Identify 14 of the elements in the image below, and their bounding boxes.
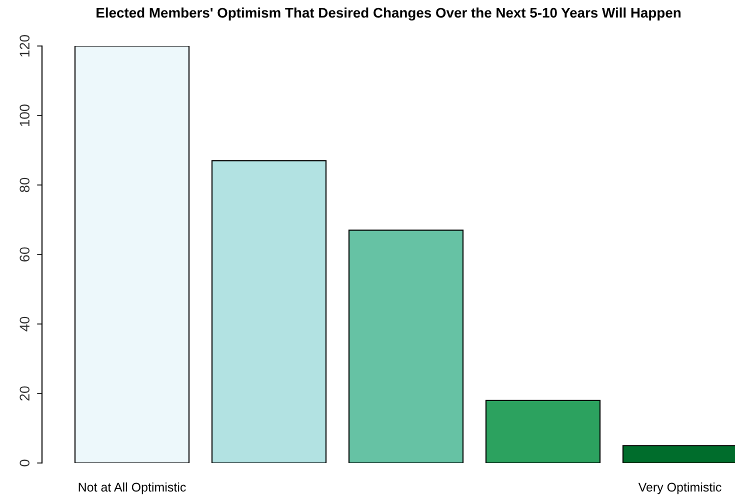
- bar: [348, 230, 464, 463]
- y-tick-label: 120: [20, 34, 30, 57]
- x-tick-label: Not at All Optimistic: [78, 482, 186, 494]
- y-tick-label: 60: [20, 247, 30, 262]
- chart-title: Elected Members' Optimism That Desired Changes Over the Next 5-10 Years Will Happen: [96, 7, 680, 21]
- bar: [485, 400, 601, 463]
- y-tick-label: 80: [20, 178, 30, 192]
- bar: [74, 46, 190, 463]
- y-tick-label: 20: [20, 386, 30, 401]
- y-tick-label: 100: [20, 104, 30, 126]
- bar: [211, 160, 327, 463]
- y-tick-label: 40: [20, 316, 30, 332]
- x-tick-label: Very Optimistic: [638, 482, 722, 494]
- y-tick-label: 0: [20, 460, 30, 466]
